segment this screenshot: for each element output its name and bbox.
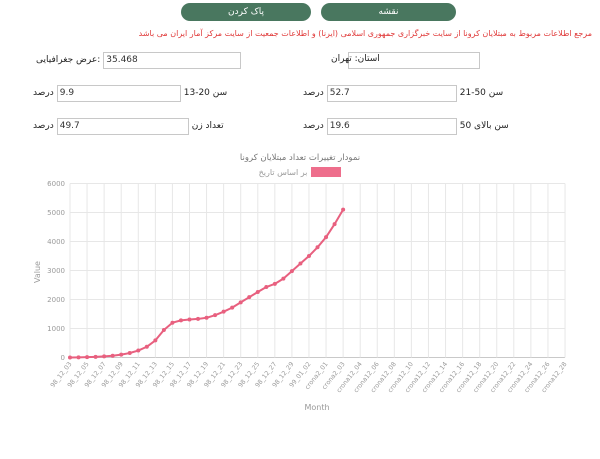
data-point <box>161 327 166 332</box>
data-point <box>213 313 218 318</box>
legend-swatch-icon <box>311 167 342 177</box>
data-point <box>127 351 132 356</box>
percent-suffix: درصد <box>303 88 324 98</box>
svg-text:Value: Value <box>33 261 42 283</box>
age-13-20-label: سن 20-13 <box>183 88 228 98</box>
svg-text:4000: 4000 <box>47 238 65 246</box>
latitude-label: :عرض جغرافیایی <box>36 55 101 65</box>
age-13-20-input[interactable] <box>56 84 181 102</box>
data-point <box>196 316 201 321</box>
chart-series <box>68 207 346 360</box>
age-21-50-field-row: درصد سن 50-21 <box>303 84 503 102</box>
age-21-50-label: سن 50-21 <box>459 88 504 98</box>
data-point <box>144 344 149 349</box>
women-count-input[interactable] <box>56 117 189 135</box>
percent-suffix: درصد <box>33 88 54 98</box>
data-point <box>230 305 235 310</box>
women-count-label: تعداد زن <box>191 121 224 131</box>
data-point <box>324 235 329 240</box>
age-13-20-field-row: درصد سن 20-13 <box>33 84 227 102</box>
age-over-50-field-row: درصد سن بالای 50 <box>303 117 509 135</box>
legend-label: بر اساس تاریخ <box>258 167 308 177</box>
chart-legend-item[interactable]: بر اساس تاریخ <box>0 167 600 177</box>
data-point <box>136 348 141 353</box>
data-point <box>298 261 303 266</box>
data-point <box>93 354 98 359</box>
svg-text:6000: 6000 <box>47 180 65 188</box>
data-point <box>170 320 175 325</box>
svg-text:0: 0 <box>61 354 65 362</box>
age-over-50-input[interactable] <box>326 117 457 135</box>
data-point <box>178 318 183 323</box>
province-input[interactable] <box>348 51 480 69</box>
data-point <box>102 354 107 359</box>
data-point <box>289 269 294 274</box>
data-point <box>204 315 209 320</box>
percent-suffix: درصد <box>33 121 54 131</box>
data-point <box>306 254 311 258</box>
data-point <box>119 352 124 357</box>
svg-text:5000: 5000 <box>47 209 65 217</box>
province-field-row <box>348 51 480 69</box>
data-point <box>221 309 226 314</box>
percent-suffix: درصد <box>303 121 324 131</box>
data-point <box>315 245 320 250</box>
data-point <box>153 338 158 343</box>
data-point <box>332 222 337 227</box>
chart-grid <box>69 183 566 358</box>
data-point <box>85 355 90 360</box>
age-21-50-input[interactable] <box>326 84 457 102</box>
province-label: استان: تهران <box>331 54 380 64</box>
data-point <box>187 317 192 322</box>
data-source-notice: مرجع اطلاعات مربوط به مبتلایان کرونا از … <box>138 29 592 38</box>
data-point <box>68 355 72 360</box>
data-point <box>76 355 81 360</box>
data-point <box>264 285 269 290</box>
data-point <box>272 281 277 286</box>
svg-text:3000: 3000 <box>47 267 65 275</box>
data-point <box>238 300 243 305</box>
svg-text:Month: Month <box>304 403 329 412</box>
latitude-input[interactable] <box>103 51 242 69</box>
data-point <box>341 207 346 212</box>
women-count-field-row: درصد تعداد زن <box>33 117 224 135</box>
data-point <box>110 353 115 358</box>
map-button[interactable]: نقشه <box>321 3 456 21</box>
age-over-50-label: سن بالای 50 <box>459 121 509 131</box>
clear-button[interactable]: پاک کردن <box>181 3 311 21</box>
svg-text:2000: 2000 <box>47 296 65 304</box>
latitude-field-row: :عرض جغرافیایی <box>36 51 242 69</box>
chart-title: نمودار تغییرات تعداد مبتلایان کرونا <box>239 153 361 163</box>
data-point <box>281 276 286 281</box>
data-point <box>255 289 260 294</box>
data-point <box>247 295 252 300</box>
svg-text:1000: 1000 <box>47 325 65 333</box>
chart-axes: 010002000300040005000600098_12_0398_12_0… <box>33 180 569 412</box>
